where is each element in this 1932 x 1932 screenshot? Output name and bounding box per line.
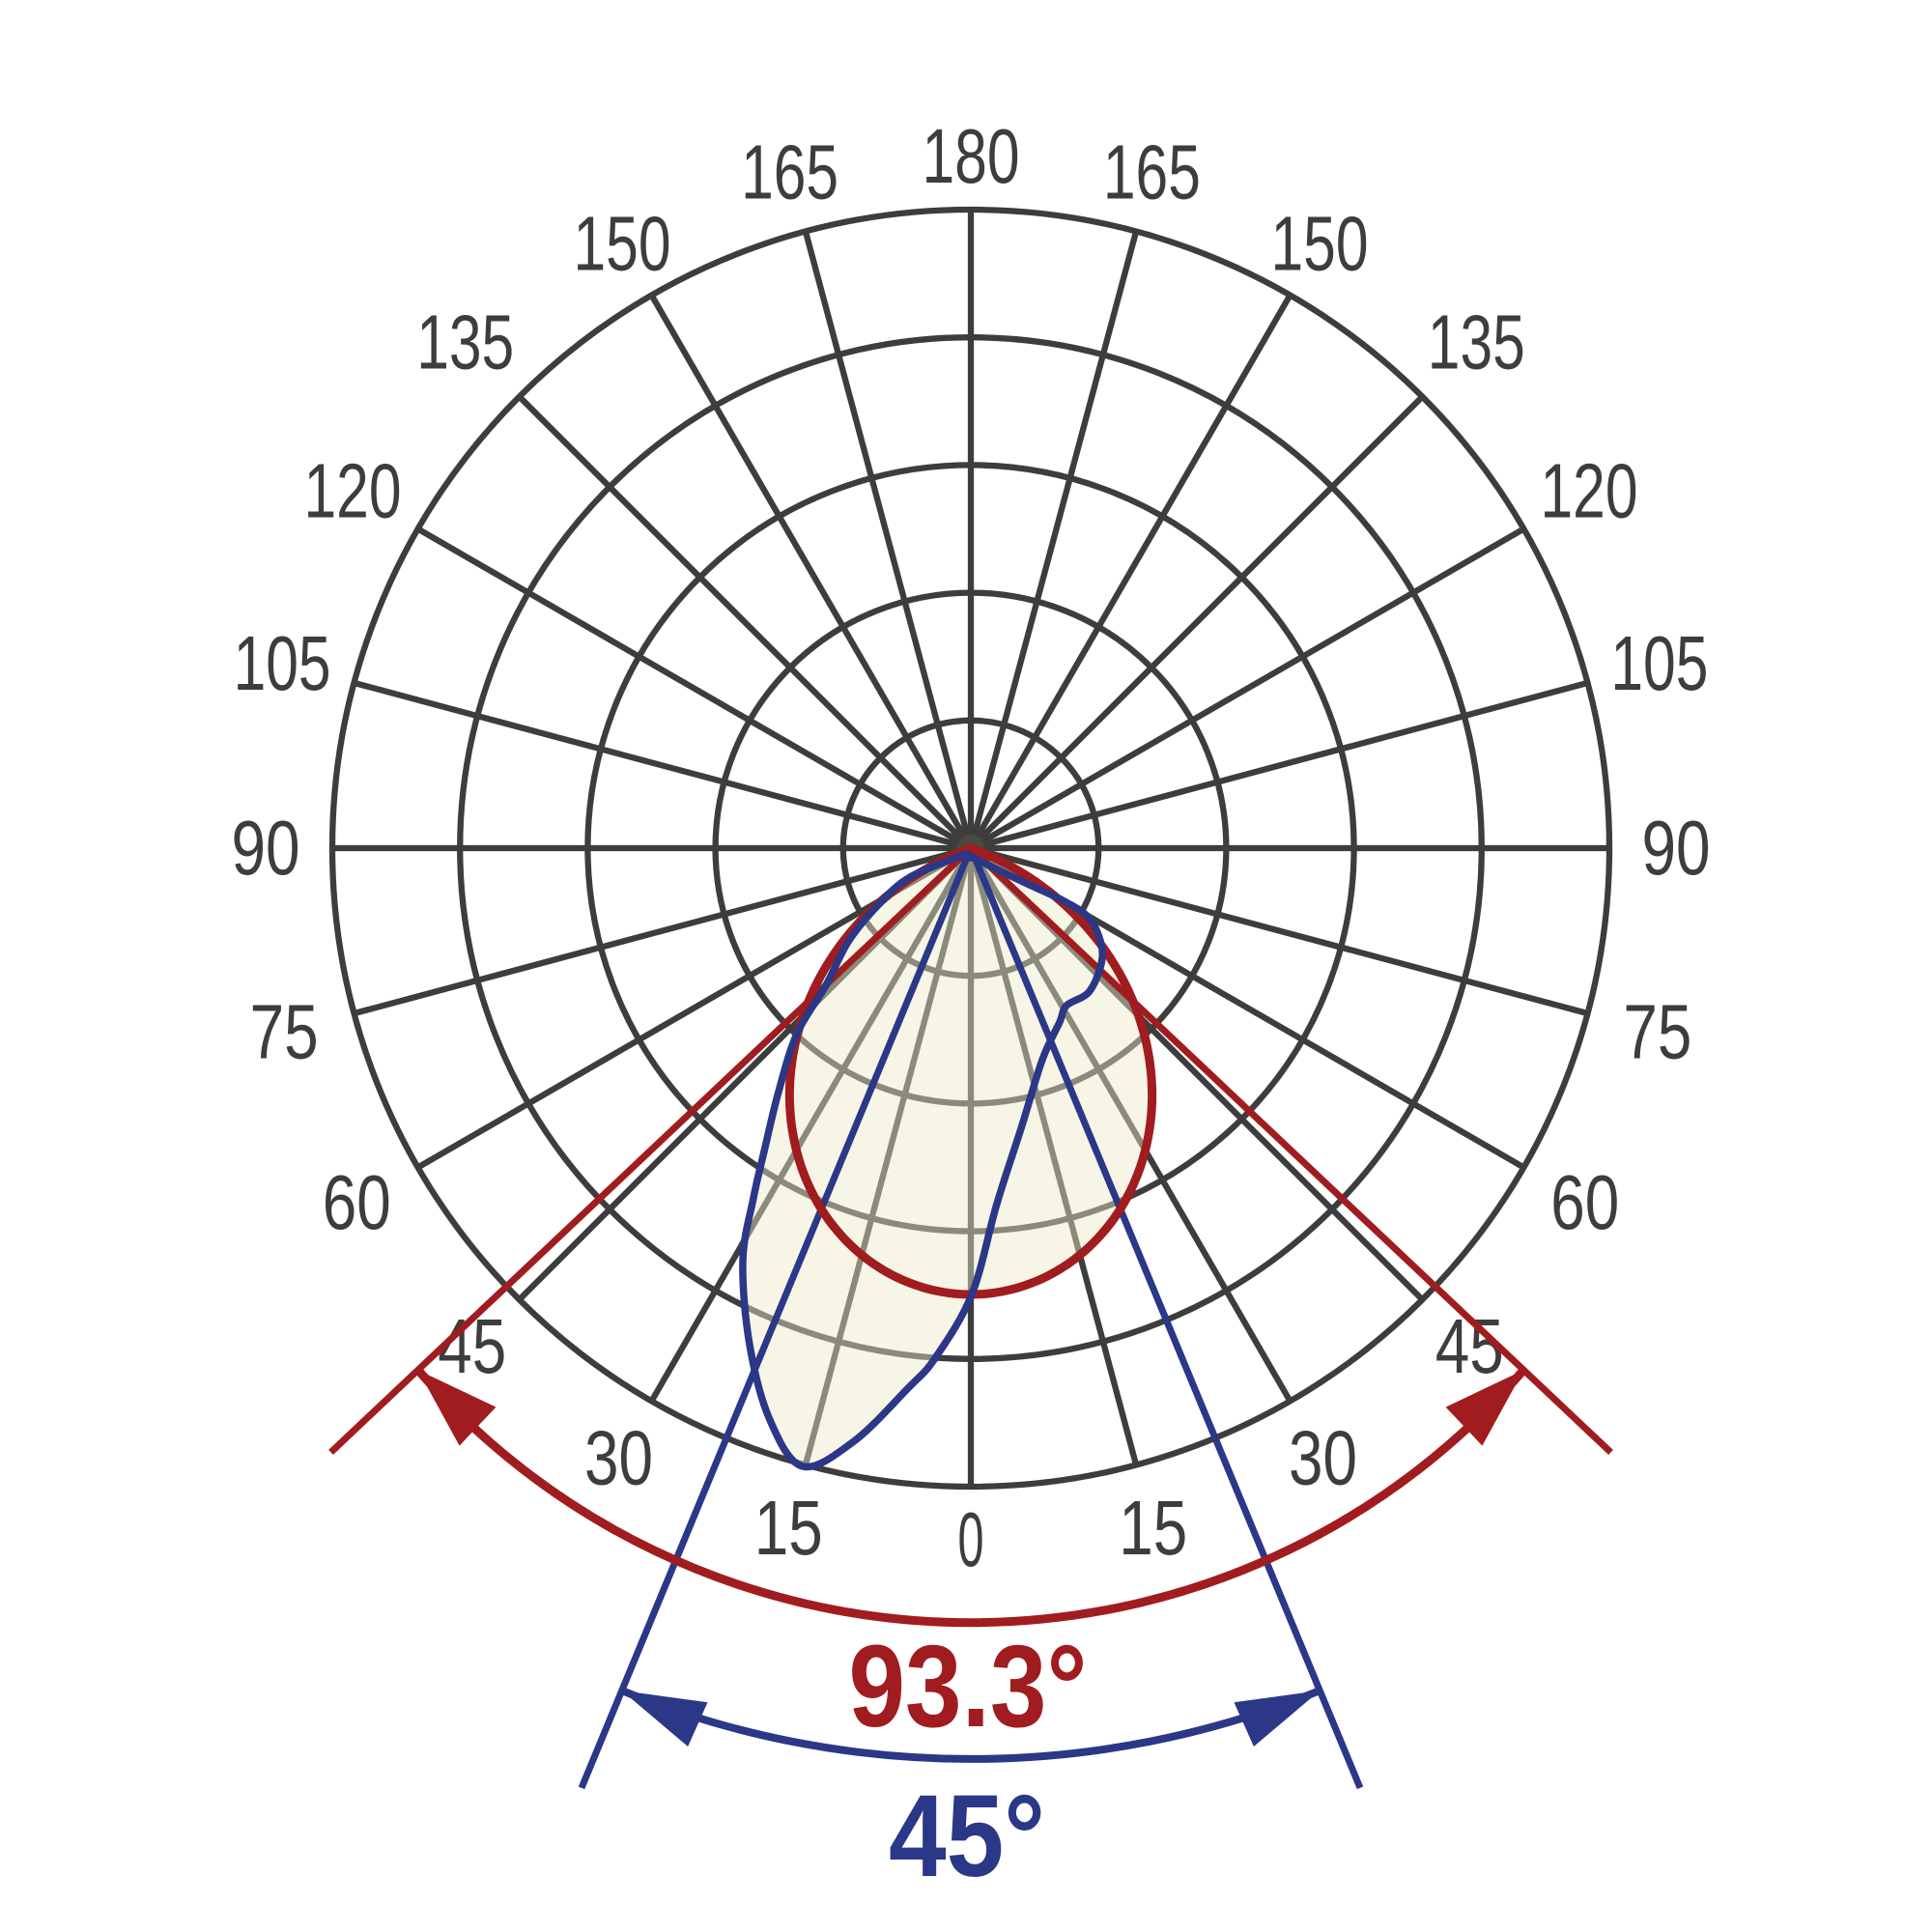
svg-text:135: 135: [1428, 299, 1525, 385]
svg-text:30: 30: [1289, 1414, 1357, 1500]
svg-text:30: 30: [584, 1414, 653, 1500]
svg-text:60: 60: [1550, 1159, 1619, 1245]
svg-text:180: 180: [923, 113, 1020, 199]
svg-text:105: 105: [1610, 620, 1708, 706]
svg-text:105: 105: [234, 620, 331, 706]
svg-text:93.3°: 93.3°: [849, 1620, 1088, 1751]
svg-text:60: 60: [323, 1159, 391, 1245]
svg-text:150: 150: [574, 201, 671, 287]
svg-text:120: 120: [1541, 448, 1638, 534]
svg-text:90: 90: [1642, 805, 1711, 891]
svg-text:15: 15: [1119, 1485, 1187, 1571]
svg-text:120: 120: [304, 448, 402, 534]
svg-text:15: 15: [754, 1485, 823, 1571]
svg-text:150: 150: [1271, 201, 1369, 287]
svg-text:45°: 45°: [889, 1770, 1045, 1901]
svg-text:165: 165: [741, 129, 838, 215]
svg-text:75: 75: [1623, 989, 1691, 1075]
svg-text:0: 0: [958, 1496, 984, 1582]
svg-text:75: 75: [250, 989, 319, 1075]
svg-text:165: 165: [1103, 129, 1201, 215]
svg-text:135: 135: [416, 299, 514, 385]
svg-text:90: 90: [232, 805, 300, 891]
